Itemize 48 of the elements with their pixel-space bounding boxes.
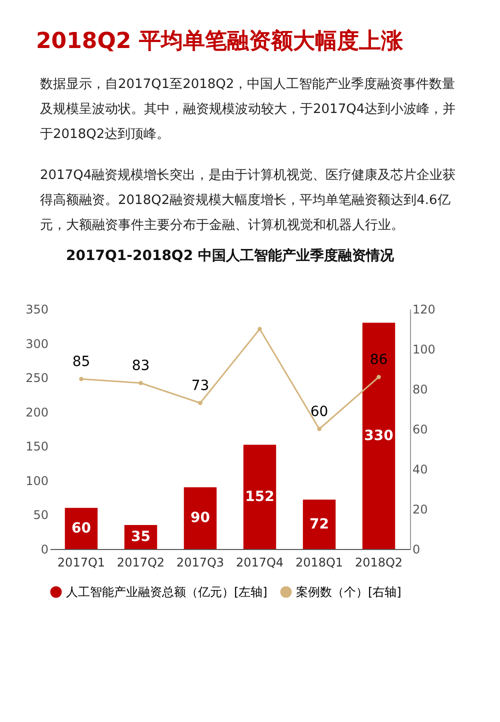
data-label: 60 [71,520,92,536]
y-tick-label: 100 [26,474,48,488]
x-tick-label: 2018Q1 [295,556,344,570]
x-tick-label: 2017Q1 [57,556,106,570]
y-tick-label: 50 [33,508,48,522]
y-tick-label: 250 [26,371,48,386]
point [258,326,262,332]
y2-tick-label: 0 [412,542,420,556]
y2-tick-label: 60 [412,422,428,436]
y2-tick-label: 80 [412,382,428,396]
y-tick-label: 0 [40,542,48,556]
y-tick-label: 200 [26,405,48,420]
data-label: 35 [131,529,150,545]
data-label: 60 [310,404,328,420]
text: 2017Q4融资规模增长突出，是由于计算机视觉、医疗健康及芯片企业获得高额融资。2018Q2融资规模大幅度增长，平均单笔融资额达到4.6亿元，大额融资事件主要分布于金融、计算机视觉和机器人行业。 [40,167,457,235]
y2-tick-label: 20 [412,502,428,516]
bar [362,322,396,549]
data-label: 72 [310,516,329,532]
chart-subtitle: 2017Q1-2018Q2 中国人工智能产业季度融资情况 [66,247,395,264]
y-tick-label: 300 [26,336,48,351]
data-label: 330 [364,428,394,444]
y-tick-label: 350 [26,302,48,316]
y-tick-label: 150 [26,440,48,454]
legend-label: 人工智能产业融资总额（亿元）[左轴] [66,585,268,599]
point [317,426,322,432]
x-tick-label: 2017Q2 [116,556,165,570]
legend-label: 案例数（个）[右轴] [296,585,402,599]
x-tick-label: 2017Q4 [236,556,284,570]
point [138,380,143,386]
y2-tick-label: 40 [412,462,428,476]
x-tick-label: 2018Q2 [354,556,403,570]
data-label: 83 [132,358,150,374]
data-label: 85 [72,354,90,370]
x-tick-label: 2017Q3 [176,556,224,570]
chart-title: 2018Q2 平均单笔融资额大幅度上涨 [36,28,404,56]
bar [243,444,276,549]
y2-tick-label: 120 [412,302,436,316]
data-label: 73 [191,378,210,394]
y2-tick-label: 100 [412,342,436,356]
data-label: 86 [370,352,388,368]
bar [184,487,217,549]
point [198,400,202,406]
text: 数据显示，自2017Q1至2018Q2，中国人工智能产业季度融资事件数量及规模呈波动状。其中，融资规模波动较大，于2017Q4达到小波峰，并于2018Q2达到顶峰。 [40,76,457,144]
data-label: 90 [190,510,210,526]
point [376,374,381,380]
point [79,376,84,382]
data-label: 152 [245,488,274,505]
bar [302,500,336,549]
